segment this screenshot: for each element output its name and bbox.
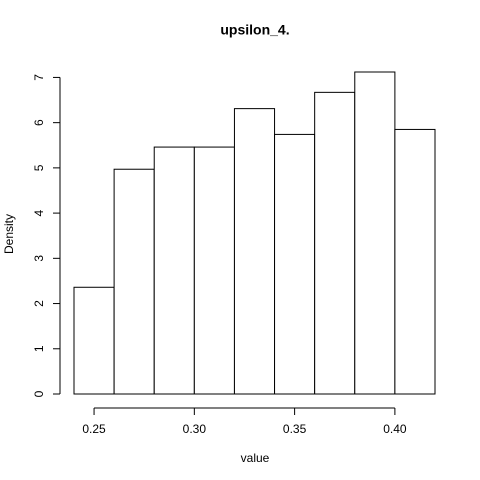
y-axis-label: Density: [2, 214, 16, 254]
bar: [153, 146, 195, 395]
bar: [73, 286, 115, 395]
y-tick-label: 0: [32, 390, 46, 397]
x-tick-label: 0.35: [283, 422, 307, 436]
bar: [394, 128, 436, 395]
x-axis-label: value: [241, 451, 270, 465]
bar: [274, 133, 316, 395]
y-tick-label: 3: [32, 255, 46, 262]
y-tick-label: 5: [32, 164, 46, 171]
y-tick-label: 6: [32, 119, 46, 126]
y-tick-label: 2: [32, 300, 46, 307]
x-tick-label: 0.30: [183, 422, 207, 436]
x-tick-label: 0.40: [383, 422, 407, 436]
bar: [354, 71, 396, 395]
bar: [314, 91, 356, 395]
y-tick-label: 1: [32, 345, 46, 352]
x-tick-label: 0.25: [82, 422, 106, 436]
y-tick-label: 4: [32, 209, 46, 216]
bar: [113, 168, 155, 395]
bar: [233, 108, 276, 395]
y-tick-label: 7: [32, 74, 46, 81]
bar: [193, 146, 235, 395]
chart-title: upsilon_4.: [220, 22, 289, 38]
